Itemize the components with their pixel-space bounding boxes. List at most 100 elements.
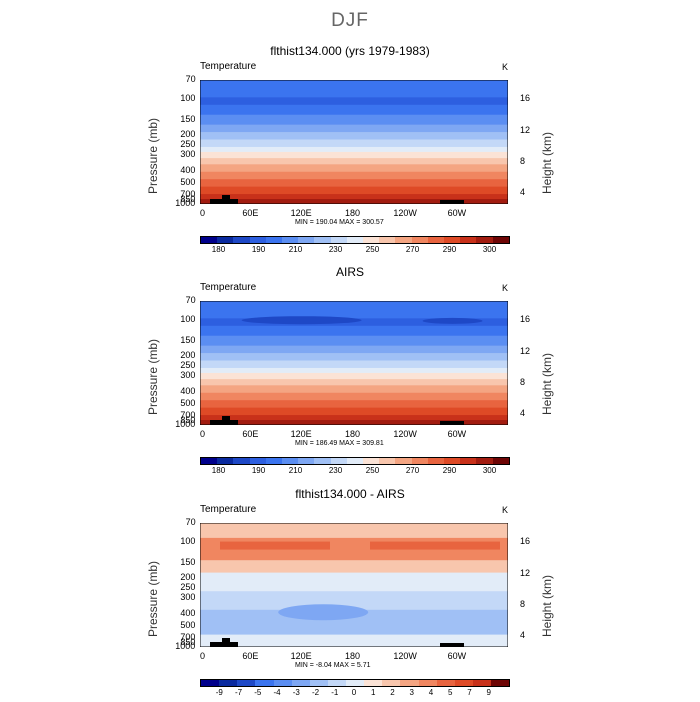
topography-mask (440, 643, 464, 647)
contour-band-7 (200, 367, 508, 374)
colorbar-swatch (492, 458, 509, 464)
colorbar-swatch (314, 237, 331, 243)
longitude-tick-label: 0 (200, 651, 206, 661)
pressure-tick-label: 100 (180, 314, 196, 325)
pressure-tick-label: 250 (180, 582, 196, 593)
min-max-stats: MIN = -8.04 MAX = 5.71 (295, 662, 371, 669)
colorbar-label: 210 (288, 466, 303, 475)
colorbar-swatch (418, 680, 437, 686)
pressure-tick-label: 850 (180, 414, 196, 425)
longitude-tick-label: 60W (447, 429, 467, 439)
contour-band-8 (200, 151, 508, 159)
height-tick-label: 8 (520, 156, 526, 167)
colorbar-label: 7 (467, 688, 472, 697)
colorbar-swatch (265, 237, 283, 243)
longitude-tick-label: 120W (393, 429, 417, 439)
contour-band-10 (200, 164, 508, 173)
colorbar-swatch (346, 237, 364, 243)
colorbar-label: -5 (254, 688, 262, 697)
colorbar-swatch (476, 237, 493, 243)
colorbar-swatch (282, 237, 299, 243)
colorbar-swatch (444, 237, 461, 243)
contour-band-1 (200, 97, 508, 106)
colorbar-swatch (201, 680, 220, 686)
colorbar-swatch (237, 680, 256, 686)
longitude-tick-label: 120E (290, 429, 312, 439)
pressure-tick-label: 400 (180, 607, 196, 618)
colorbar-label: -9 (215, 688, 223, 697)
pressure-tick-label: 250 (180, 139, 196, 150)
pressure-tick-label: 200 (180, 129, 196, 140)
colorbar-swatch (298, 458, 315, 464)
colorbar-label: 5 (448, 688, 453, 697)
colorbar-swatch (395, 237, 412, 243)
contour-band-6 (200, 139, 508, 148)
longitude-tick-label: 60E (242, 429, 259, 439)
colorbar-label: -1 (331, 688, 339, 697)
colorbar-swatch (330, 458, 347, 464)
height-tick-label: 12 (520, 124, 531, 135)
height-tick-label: 16 (520, 314, 531, 325)
contour-band-11 (200, 171, 508, 180)
height-tick-label: 12 (520, 567, 531, 578)
contour-band-11 (200, 392, 508, 401)
contour-band-9 (200, 379, 508, 386)
colorbar-swatch (395, 458, 412, 464)
variable-label: Temperature (200, 282, 257, 293)
topography-mask (210, 420, 238, 425)
y-axis-label-right: Height (km) (540, 574, 554, 637)
colorbar-swatch (363, 237, 380, 243)
contour-band-4 (200, 124, 508, 133)
contour-band-1 (200, 318, 508, 327)
colorbar-label: 270 (405, 466, 420, 475)
height-tick-label: 16 (520, 93, 531, 104)
panel-title: flthist134.000 - AIRS (295, 487, 405, 501)
colorbar-swatch (327, 680, 346, 686)
panel-2: AIRS Temperature K 70 100 150 200 250 300 400 500 7… (0, 265, 700, 480)
colorbar-swatch (201, 237, 218, 243)
topography-mask (222, 416, 230, 420)
units-label: K (502, 505, 509, 515)
contour-band-2 (200, 325, 508, 337)
colorbar-swatch (427, 458, 445, 464)
contour-band-3 (200, 572, 508, 592)
colorbar-swatch (233, 458, 250, 464)
pressure-tick-label: 1000 (175, 641, 196, 651)
height-tick-label: 16 (520, 536, 531, 547)
colorbar-swatch (411, 237, 428, 243)
longitude-tick-label: 120E (290, 651, 312, 661)
contour-band-15 (200, 420, 508, 425)
variable-label: Temperature (200, 61, 257, 72)
longitude-tick-label: 120W (393, 651, 417, 661)
y-axis-label-left: Pressure (mb) (146, 117, 160, 194)
contour-band-12 (200, 179, 508, 188)
colorbar-swatch (382, 680, 401, 686)
pressure-tick-label: 500 (180, 176, 196, 187)
colorbar-swatch (201, 458, 218, 464)
colorbar-label: 1 (371, 688, 376, 697)
pressure-tick-label: 400 (180, 385, 196, 396)
pressure-tick-label: 850 (180, 636, 196, 647)
y-axis-label-left: Pressure (mb) (146, 338, 160, 415)
colorbar-swatch (330, 237, 347, 243)
contour-band-6 (200, 360, 508, 369)
colorbar-label: 230 (328, 245, 343, 254)
contour-band-2 (200, 104, 508, 116)
colorbar-swatch (233, 237, 250, 243)
contour-band-10 (200, 385, 508, 394)
colorbar-swatch (476, 458, 493, 464)
contour-band-4 (200, 591, 508, 611)
colorbar-label: 230 (328, 466, 343, 475)
pressure-tick-label: 100 (180, 93, 196, 104)
pressure-tick-label: 100 (180, 536, 196, 547)
pressure-tick-label: 300 (180, 592, 196, 603)
longitude-tick-label: 0 (200, 208, 206, 218)
colorbar-label: 250 (365, 466, 380, 475)
colorbar-label: 290 (442, 466, 457, 475)
colorbar-swatch (298, 237, 315, 243)
contour-band-5 (200, 353, 508, 362)
pressure-tick-label: 70 (185, 517, 196, 527)
colorbar-label: 190 (251, 466, 266, 475)
colorbar-label: -2 (311, 688, 320, 697)
colorbar-swatch (460, 458, 477, 464)
